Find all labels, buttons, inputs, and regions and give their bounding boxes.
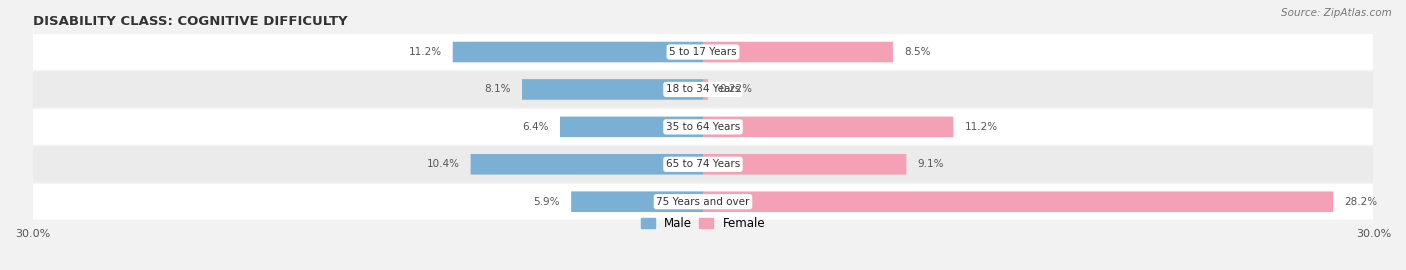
- FancyBboxPatch shape: [703, 117, 953, 137]
- Text: 11.2%: 11.2%: [408, 47, 441, 57]
- Text: 35 to 64 Years: 35 to 64 Years: [666, 122, 740, 132]
- Text: 6.4%: 6.4%: [522, 122, 548, 132]
- FancyBboxPatch shape: [560, 117, 703, 137]
- Text: Source: ZipAtlas.com: Source: ZipAtlas.com: [1281, 8, 1392, 18]
- FancyBboxPatch shape: [703, 191, 1333, 212]
- FancyBboxPatch shape: [703, 79, 707, 100]
- FancyBboxPatch shape: [32, 184, 1374, 220]
- Text: 18 to 34 Years: 18 to 34 Years: [666, 85, 740, 94]
- Text: 10.4%: 10.4%: [426, 159, 460, 169]
- FancyBboxPatch shape: [32, 72, 1374, 107]
- Text: 5.9%: 5.9%: [533, 197, 560, 207]
- Text: 5 to 17 Years: 5 to 17 Years: [669, 47, 737, 57]
- FancyBboxPatch shape: [703, 42, 893, 62]
- FancyBboxPatch shape: [471, 154, 703, 175]
- Text: 75 Years and over: 75 Years and over: [657, 197, 749, 207]
- Text: 9.1%: 9.1%: [918, 159, 943, 169]
- FancyBboxPatch shape: [522, 79, 703, 100]
- Text: 28.2%: 28.2%: [1344, 197, 1378, 207]
- FancyBboxPatch shape: [32, 34, 1374, 70]
- Text: 11.2%: 11.2%: [965, 122, 998, 132]
- FancyBboxPatch shape: [453, 42, 703, 62]
- Legend: Male, Female: Male, Female: [641, 217, 765, 230]
- Text: 8.5%: 8.5%: [904, 47, 931, 57]
- FancyBboxPatch shape: [703, 154, 907, 175]
- FancyBboxPatch shape: [32, 146, 1374, 182]
- FancyBboxPatch shape: [571, 191, 703, 212]
- Text: 0.22%: 0.22%: [718, 85, 752, 94]
- FancyBboxPatch shape: [32, 109, 1374, 145]
- Text: DISABILITY CLASS: COGNITIVE DIFFICULTY: DISABILITY CLASS: COGNITIVE DIFFICULTY: [32, 15, 347, 28]
- Text: 8.1%: 8.1%: [484, 85, 510, 94]
- Text: 65 to 74 Years: 65 to 74 Years: [666, 159, 740, 169]
